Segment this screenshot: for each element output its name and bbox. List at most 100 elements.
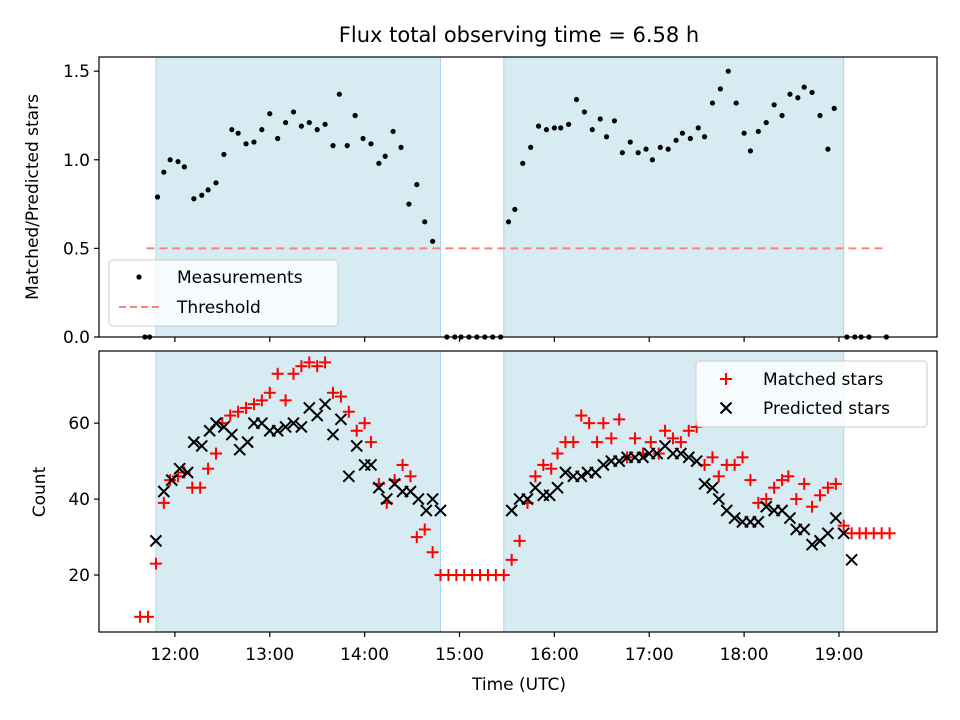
- predicted-star-point: [712, 492, 726, 506]
- matched-star-point: [497, 569, 510, 582]
- matched-star-point: [674, 436, 687, 449]
- measurement-point: [330, 143, 336, 149]
- matched-star-point: [591, 436, 604, 449]
- measurement-point: [344, 143, 350, 149]
- matched-star-point: [659, 424, 672, 437]
- measurement-point: [787, 91, 793, 97]
- matched-star-point: [813, 489, 826, 502]
- measurement-point: [306, 119, 312, 126]
- predicted-star-point: [372, 481, 386, 494]
- matched-star-point: [505, 553, 518, 566]
- predicted-star-point: [783, 511, 797, 525]
- predicted-star-point: [287, 416, 300, 430]
- predicted-star-point: [752, 515, 765, 529]
- predicted-legend-cross: [719, 401, 733, 415]
- measurement-point: [528, 144, 534, 150]
- count-y-tick-label: 20: [68, 566, 90, 586]
- measurement-point: [290, 109, 297, 115]
- measurement-point: [747, 148, 754, 154]
- measurement-point: [603, 134, 610, 140]
- matched-star-point: [247, 398, 260, 411]
- predicted-star-point: [165, 473, 178, 487]
- predicted-star-point: [173, 462, 186, 475]
- measurement-point: [558, 125, 564, 131]
- matched-star-point: [736, 451, 749, 464]
- predicted-star-point: [157, 485, 171, 498]
- measurement-point: [314, 127, 320, 133]
- x-tick-label: 18:00: [720, 645, 769, 665]
- x-tick-label: 14:00: [340, 645, 389, 665]
- matched-star-point: [575, 409, 588, 422]
- matched-star-point: [782, 470, 795, 483]
- predicted-star-point: [728, 511, 741, 525]
- matched-star-point: [342, 405, 355, 418]
- matched-star-point: [613, 413, 626, 426]
- matched-star-point: [164, 474, 177, 487]
- measurements-legend-marker: [136, 274, 142, 280]
- measurement-point: [259, 127, 265, 133]
- x-tick-label: 16:00: [530, 645, 579, 665]
- matched-star-point: [545, 462, 558, 475]
- measurement-point: [627, 139, 633, 145]
- ratio-legend: Measurements Threshold: [108, 259, 339, 327]
- matched-star-point: [202, 462, 215, 475]
- predicted-star-point: [279, 420, 292, 434]
- predicted-star-point: [690, 454, 703, 468]
- matched-star-point: [327, 386, 340, 399]
- matched-star-point: [629, 432, 642, 445]
- measurement-point: [376, 160, 382, 166]
- matched-star-point: [358, 417, 371, 430]
- measurement-point: [205, 187, 211, 193]
- measurement-point: [235, 130, 241, 136]
- measurement-point: [154, 194, 161, 200]
- matched-star-point: [232, 405, 245, 418]
- predicted-star-point: [412, 492, 425, 506]
- predicted-star-point: [241, 435, 254, 449]
- measurement-point: [635, 150, 641, 156]
- observing-period-band: [503, 56, 845, 338]
- measurement-point: [771, 102, 777, 108]
- matched-star-point: [404, 470, 417, 483]
- matched-star-point: [706, 451, 719, 464]
- measurement-point: [282, 119, 289, 126]
- matched-star-point: [744, 474, 757, 487]
- matched-star-point: [240, 401, 253, 414]
- predicted-star-point: [845, 553, 858, 567]
- measurement-point: [221, 151, 227, 158]
- matched-star-point: [172, 470, 185, 483]
- predicted-star-point: [837, 527, 850, 540]
- measurement-point: [657, 144, 663, 150]
- predicted-star-point: [181, 466, 194, 479]
- measurement-point: [573, 96, 580, 103]
- measurement-point: [725, 68, 731, 74]
- predicted-star-point: [559, 466, 572, 479]
- measurement-point: [551, 125, 557, 131]
- matched-star-point: [210, 447, 223, 460]
- measurement-point: [167, 157, 173, 163]
- predicted-star-point: [225, 428, 239, 441]
- predicted-star-point: [350, 439, 363, 453]
- measurement-point: [701, 134, 708, 140]
- ratio-y-tick-label: 0.5: [63, 239, 90, 259]
- matched-legend-label: Matched stars: [763, 370, 883, 390]
- matched-star-point: [652, 447, 665, 460]
- measurement-point: [825, 146, 831, 152]
- count-y-axis-label: Count: [30, 466, 50, 517]
- ratio-panel: 0.0 0.5 1.0 1.5 Matched/Predicted stars Mea…: [23, 56, 938, 348]
- chart-title: Flux total observing time = 6.58 h: [339, 23, 699, 47]
- measurement-point: [679, 130, 686, 136]
- measurement-point: [643, 146, 649, 152]
- measurement-point: [382, 153, 388, 159]
- measurements-legend-label: Measurements: [177, 268, 303, 288]
- predicted-star-point: [342, 470, 356, 483]
- matched-star-point: [712, 470, 725, 483]
- measurement-point: [520, 160, 526, 166]
- matched-star-point: [513, 534, 526, 547]
- matched-star-point: [529, 470, 542, 483]
- measurement-point: [619, 150, 625, 156]
- measurement-point: [251, 139, 257, 145]
- predicted-star-point: [797, 523, 811, 536]
- matched-star-point: [728, 458, 741, 471]
- predicted-legend-label: Predicted stars: [763, 399, 890, 419]
